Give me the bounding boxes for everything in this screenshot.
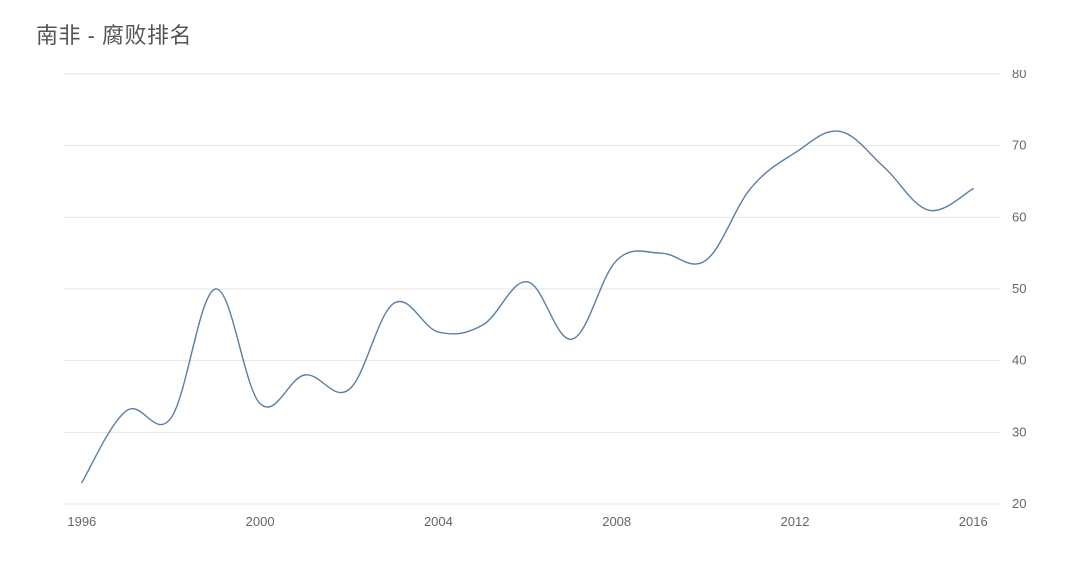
ytick-label: 30 (1012, 424, 1026, 439)
chart-title: 南非 - 腐败排名 (36, 18, 192, 50)
xtick-labels-group: 1996 2000 2004 2008 2012 2016 (67, 514, 987, 529)
gridlines-group (64, 74, 1000, 504)
xtick-label: 2008 (602, 514, 631, 529)
ytick-label: 60 (1012, 209, 1026, 224)
series-line (82, 131, 973, 482)
xtick-label: 2016 (959, 514, 988, 529)
ytick-label: 20 (1012, 496, 1026, 511)
xtick-label: 2012 (781, 514, 810, 529)
xtick-label: 1996 (67, 514, 96, 529)
page-root: { "chart": { "type": "line", "title": "南… (0, 0, 1070, 562)
chart-svg: 20 30 40 50 60 70 80 1996 2000 2004 2008 2012 2016 (36, 70, 1042, 540)
chart-area: 20 30 40 50 60 70 80 1996 2000 2004 2008 2012 2016 (36, 70, 1042, 540)
ytick-label: 80 (1012, 70, 1026, 81)
ytick-labels-group: 20 30 40 50 60 70 80 (1012, 70, 1026, 511)
xtick-label: 2000 (246, 514, 275, 529)
ytick-label: 50 (1012, 281, 1026, 296)
xtick-label: 2004 (424, 514, 453, 529)
ytick-label: 70 (1012, 138, 1026, 153)
ytick-label: 40 (1012, 353, 1026, 368)
